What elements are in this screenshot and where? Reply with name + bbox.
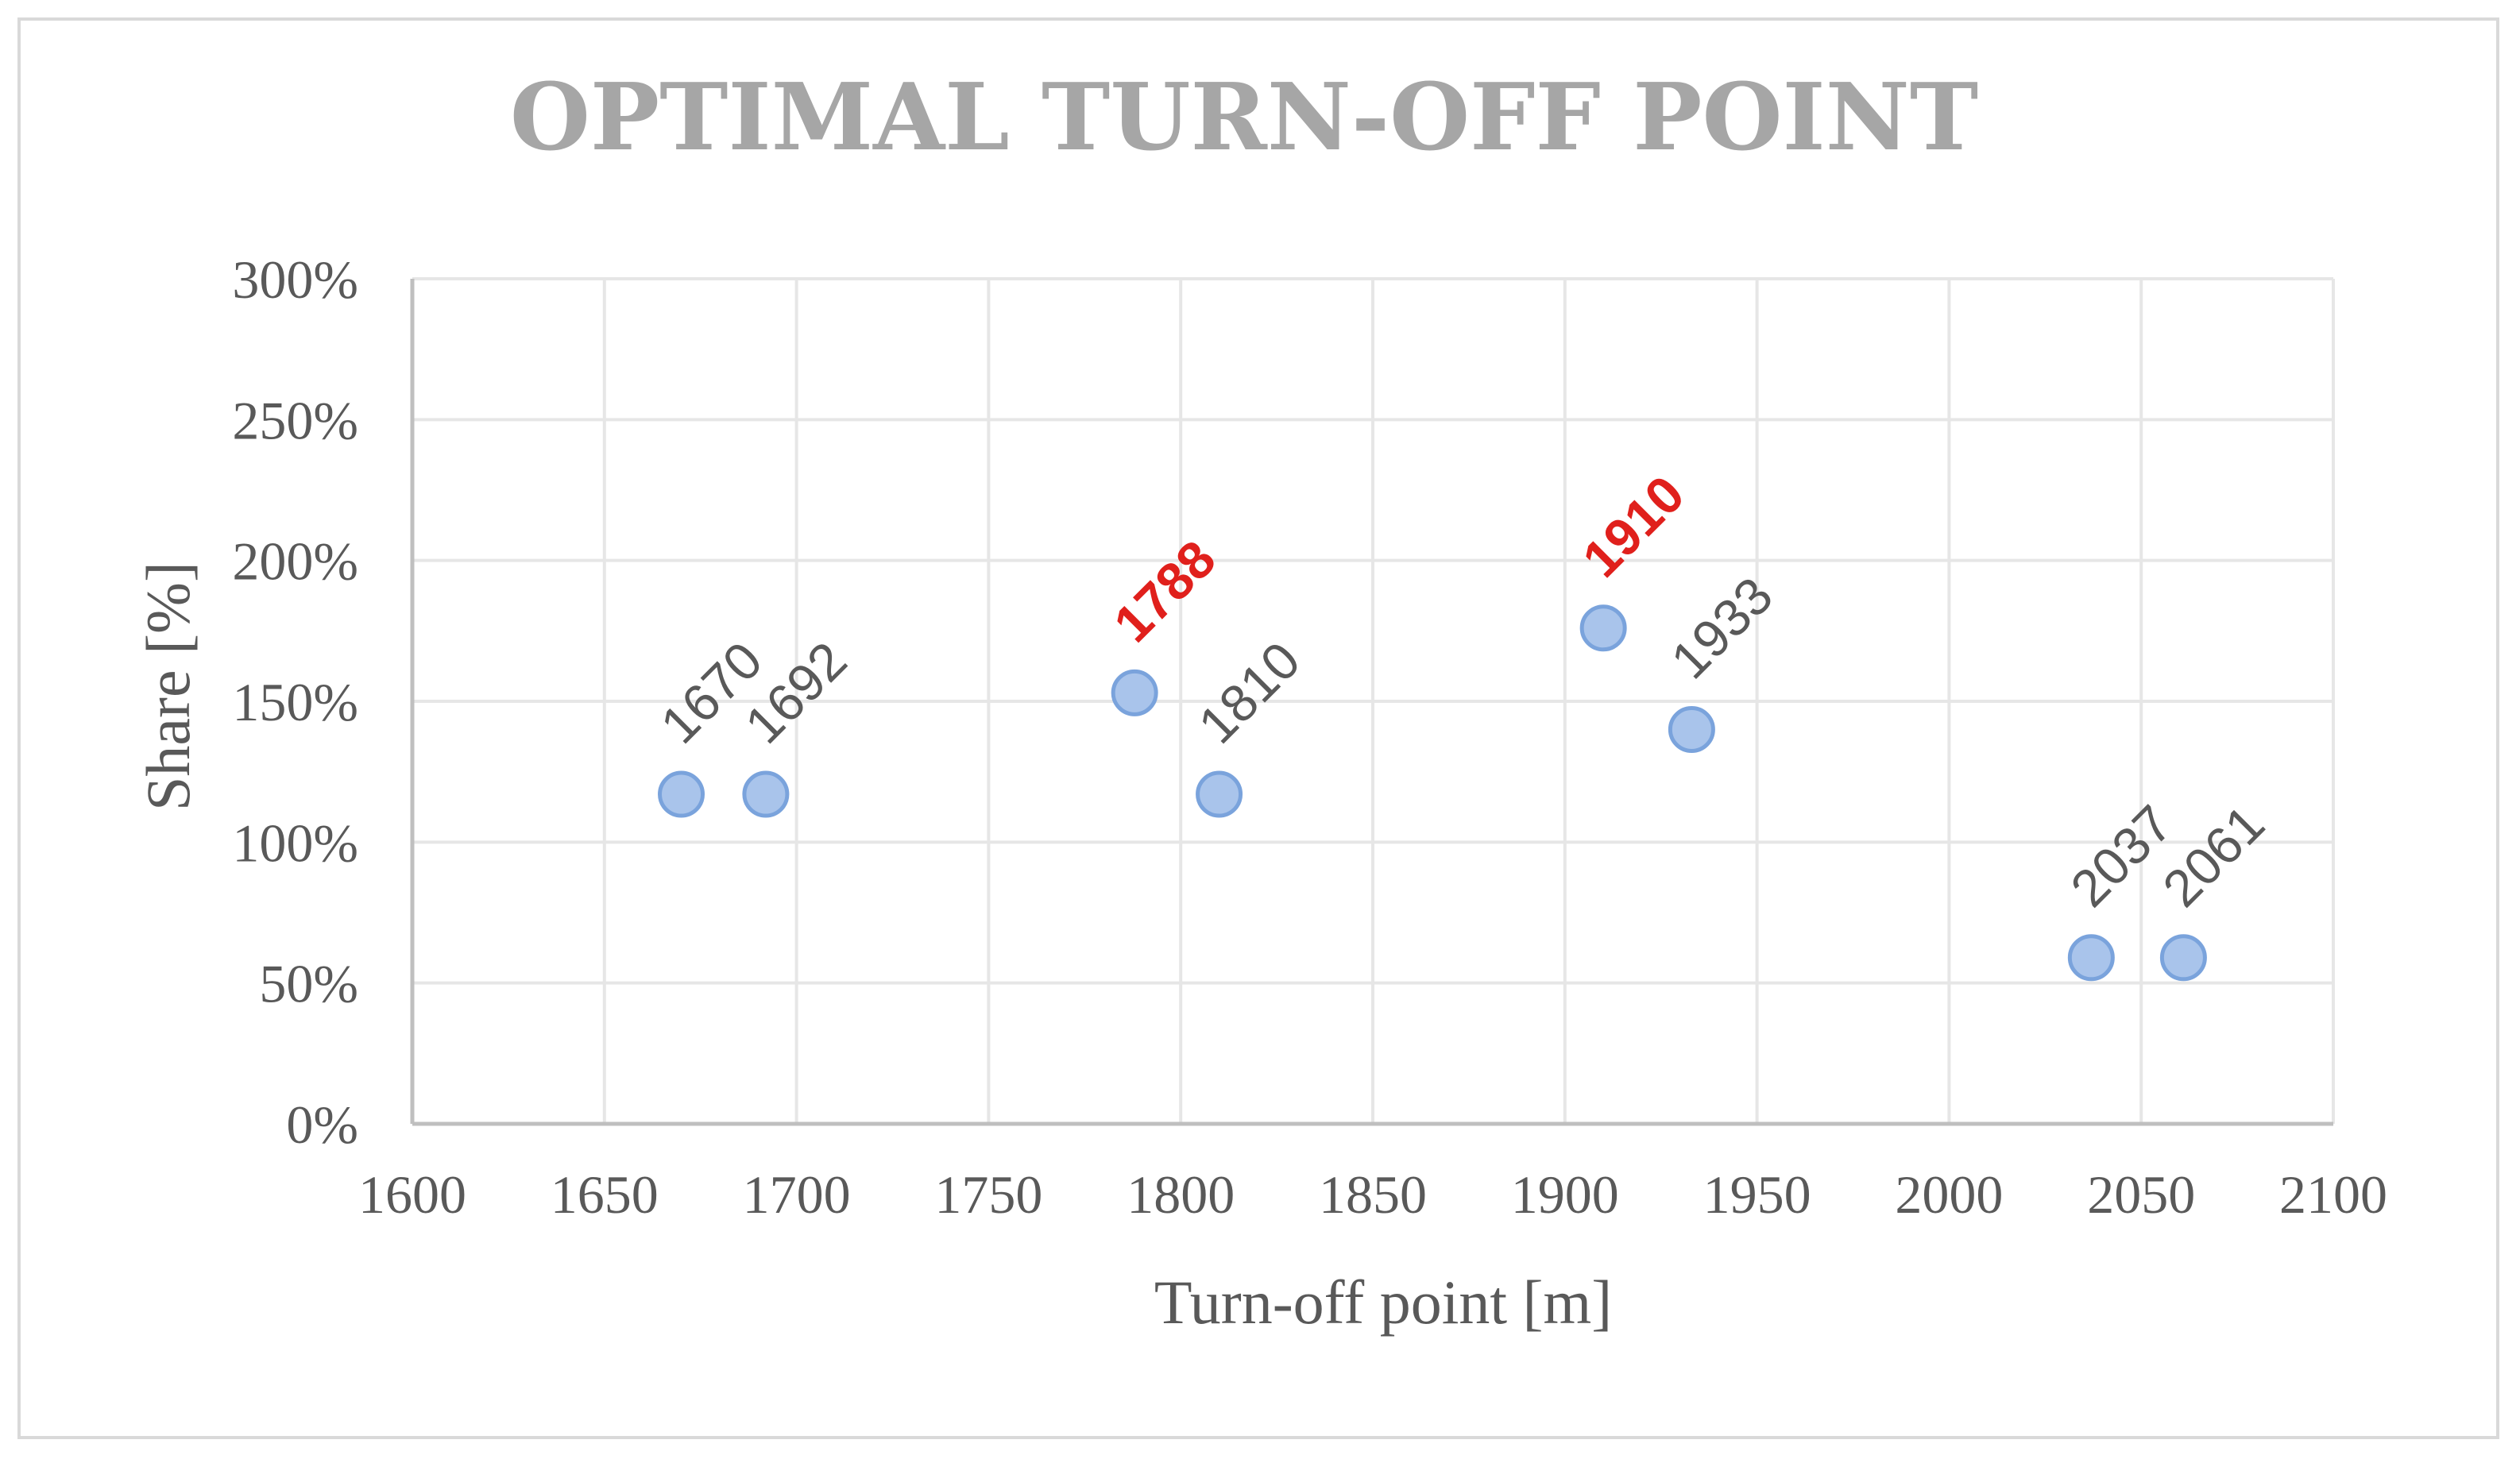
x-tick-label: 1900 <box>1511 1164 1619 1225</box>
data-point <box>1579 604 1627 652</box>
data-point <box>1668 705 1715 753</box>
x-axis-title: Turn-off point [m] <box>1154 1268 1612 1337</box>
data-label: 2037 <box>2059 793 2183 917</box>
y-axis-title: Share [%] <box>133 562 203 811</box>
data-point <box>2159 934 2207 982</box>
y-tick-label: 150% <box>232 672 358 732</box>
x-tick-label: 1650 <box>551 1164 659 1225</box>
x-tick-label: 2050 <box>2087 1164 2195 1225</box>
chart-title: OPTIMAL TURN-OFF POINT <box>510 64 1978 172</box>
x-tick-label: 1600 <box>358 1164 466 1225</box>
y-tick-label: 250% <box>232 390 358 450</box>
data-points <box>658 604 2207 982</box>
y-tick-label: 0% <box>286 1094 358 1155</box>
data-label-highlight: 1788 <box>1103 529 1227 653</box>
data-label: 1933 <box>1660 565 1784 689</box>
data-point <box>658 770 705 818</box>
y-tick-label: 100% <box>232 812 358 873</box>
data-point <box>1111 669 1158 716</box>
y-axis-tick-labels: 0% 50% 100% 150% 200% 250% 300% <box>232 249 358 1155</box>
y-tick-label: 50% <box>259 954 358 1014</box>
x-tick-label: 2100 <box>2279 1164 2387 1225</box>
data-label: 2061 <box>2151 793 2275 917</box>
y-tick-label: 200% <box>232 531 358 592</box>
gridlines <box>412 277 2335 1124</box>
x-tick-label: 2000 <box>1895 1164 2003 1225</box>
y-tick-label: 300% <box>232 249 358 310</box>
data-label: 1810 <box>1187 631 1311 755</box>
x-axis-tick-labels: 1600 1650 1700 1750 1800 1850 1900 1950 2000 2050… <box>358 1164 2387 1225</box>
x-tick-label: 1750 <box>934 1164 1042 1225</box>
x-tick-label: 1800 <box>1127 1164 1235 1225</box>
data-label-highlight: 1910 <box>1571 465 1695 589</box>
data-point <box>742 770 790 818</box>
scatter-chart: OPTIMAL TURN-OFF POINT 1600 1650 1700 1750 1… <box>133 64 2387 1337</box>
data-point <box>1196 770 1243 818</box>
data-point <box>2067 934 2115 982</box>
x-tick-label: 1700 <box>743 1164 851 1225</box>
x-tick-label: 1950 <box>1703 1164 1811 1225</box>
x-tick-label: 1850 <box>1319 1164 1427 1225</box>
chart-frame: OPTIMAL TURN-OFF POINT 1600 1650 1700 1750 1… <box>17 17 2499 1439</box>
axes <box>410 279 2333 1126</box>
